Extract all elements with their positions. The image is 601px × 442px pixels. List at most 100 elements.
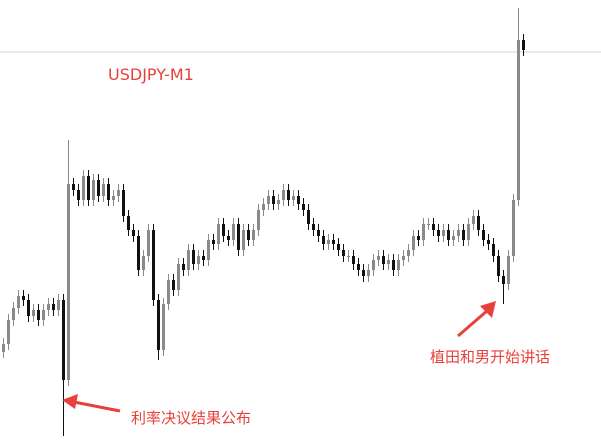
candle-body [237, 224, 240, 250]
candle-body [512, 200, 515, 256]
candle-body [112, 196, 115, 200]
candle-body [447, 230, 450, 240]
candle-body [192, 250, 195, 264]
candle-body [207, 240, 210, 260]
candle-body [87, 176, 90, 200]
candle-body [522, 40, 525, 50]
candle-body [437, 230, 440, 236]
candle-body [72, 184, 75, 190]
candle-body [127, 216, 130, 230]
candle-body [247, 230, 250, 240]
candle-body [487, 240, 490, 244]
candle-body [62, 300, 65, 380]
candle-body [162, 304, 165, 350]
candle-body [267, 196, 270, 204]
candle-body [152, 230, 155, 300]
candle-body [287, 190, 290, 200]
candle-body [217, 224, 220, 244]
candle-body [137, 236, 140, 270]
candle-body [517, 40, 520, 200]
candle-body [402, 256, 405, 260]
candle-body [507, 256, 510, 284]
candle-body [262, 204, 265, 210]
candle-body [122, 190, 125, 216]
candle-body [477, 216, 480, 230]
candle-body [202, 256, 205, 260]
candle-body [482, 230, 485, 240]
candle-body [252, 230, 255, 240]
candle-body [7, 320, 10, 344]
candle-body [367, 270, 370, 276]
candle-body [32, 310, 35, 316]
candle-body [292, 196, 295, 200]
candle-body [327, 240, 330, 244]
candle-body [42, 310, 45, 320]
candle-body [37, 310, 40, 320]
candle-body [362, 270, 365, 276]
candle-body [12, 308, 15, 320]
candle-body [282, 190, 285, 200]
candle-body [117, 190, 120, 196]
candles-group [2, 8, 525, 436]
candle-body [17, 296, 20, 308]
candle-body [417, 236, 420, 240]
candle-body [502, 276, 505, 284]
candle-body [332, 240, 335, 244]
candle-body [167, 280, 170, 304]
candle-body [57, 300, 60, 310]
candle-body [377, 256, 380, 260]
candle-body [297, 196, 300, 204]
candle-body [472, 216, 475, 224]
candle-body [387, 260, 390, 264]
candle-body [422, 224, 425, 240]
candle-body [172, 280, 175, 290]
chart-title: USDJPY-M1 [108, 65, 194, 84]
candle-body [307, 210, 310, 224]
candle-body [132, 230, 135, 236]
candle-body [147, 230, 150, 256]
candle-body [142, 256, 145, 270]
annotation-rate-decision: 利率决议结果公布 [131, 409, 252, 427]
candle-body [322, 236, 325, 244]
candle-body [497, 256, 500, 276]
candle-body [467, 224, 470, 240]
candle-body [47, 304, 50, 310]
candle-body [212, 240, 215, 244]
candle-body [197, 256, 200, 264]
candle-body [177, 264, 180, 290]
candle-body [357, 264, 360, 270]
candle-body [397, 260, 400, 270]
candle-body [182, 264, 185, 270]
candle-body [2, 344, 5, 352]
candle-body [107, 184, 110, 200]
candle-body [457, 230, 460, 236]
candle-body [77, 190, 80, 200]
candle-body [442, 230, 445, 236]
candle-body [22, 296, 25, 300]
candle-body [337, 244, 340, 250]
candle-body [157, 300, 160, 350]
candle-body [102, 184, 105, 196]
candle-body [382, 256, 385, 264]
candle-body [312, 224, 315, 230]
candle-body [302, 204, 305, 210]
candle-body [407, 250, 410, 256]
annotation-arrow-ueda-speech [457, 301, 496, 338]
candle-body [462, 230, 465, 240]
candle-body [317, 230, 320, 236]
candle-body [372, 260, 375, 270]
candle-body [257, 210, 260, 230]
candle-body [232, 224, 235, 240]
candle-body [242, 230, 245, 250]
candle-body [432, 224, 435, 230]
candle-body [272, 196, 275, 204]
candle-body [427, 224, 430, 225]
candle-body [92, 180, 95, 200]
annotation-ueda-speech: 植田和男开始讲话 [430, 348, 551, 366]
candle-body [352, 256, 355, 264]
candle-body [27, 300, 30, 316]
candle-body [342, 250, 345, 256]
candle-body [187, 250, 190, 270]
candle-body [452, 236, 455, 240]
